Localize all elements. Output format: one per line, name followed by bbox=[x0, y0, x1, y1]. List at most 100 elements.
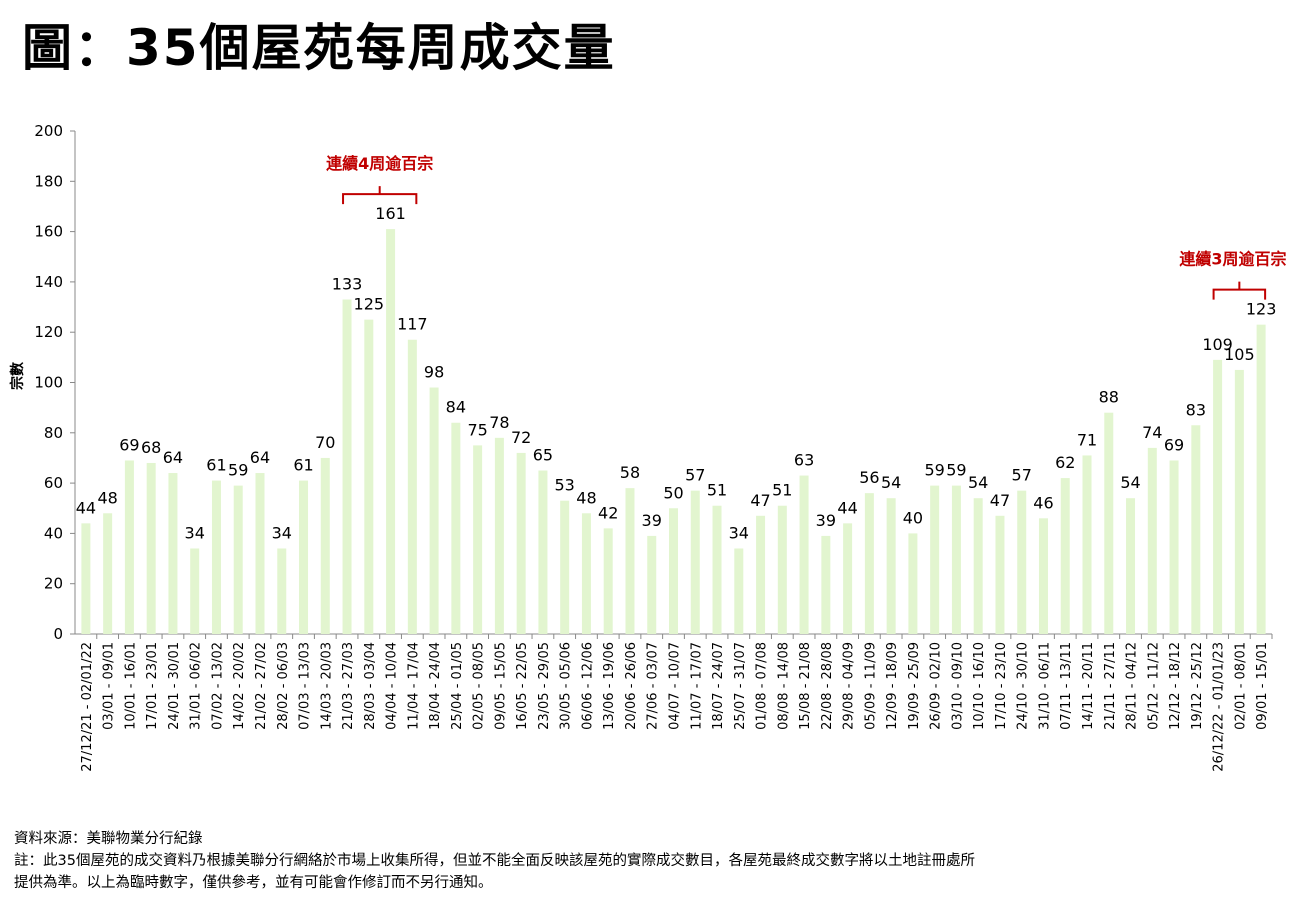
y-tick-label: 180 bbox=[34, 172, 63, 190]
y-tick-label: 60 bbox=[44, 474, 63, 492]
x-tick-label: 14/11 - 20/11 bbox=[1081, 642, 1096, 730]
y-tick-label: 120 bbox=[34, 323, 63, 341]
data-label: 34 bbox=[729, 523, 749, 542]
x-tick-label: 01/08 - 07/08 bbox=[755, 642, 770, 730]
x-tick-label: 16/05 - 22/05 bbox=[515, 642, 530, 730]
data-label: 47 bbox=[990, 491, 1010, 510]
chart-title: 圖：35個屋苑每周成交量 bbox=[22, 19, 616, 77]
bar bbox=[560, 500, 570, 634]
bar bbox=[124, 460, 134, 634]
bar bbox=[821, 535, 831, 634]
bar bbox=[973, 498, 983, 634]
data-label: 44 bbox=[76, 498, 96, 517]
bar bbox=[1147, 447, 1157, 634]
bar bbox=[625, 488, 635, 634]
bar bbox=[516, 452, 526, 634]
x-tick-label: 19/12 - 25/12 bbox=[1190, 642, 1205, 730]
x-tick-label: 13/06 - 19/06 bbox=[602, 642, 617, 730]
x-tick-label: 29/08 - 04/09 bbox=[842, 642, 857, 730]
x-tick-label: 28/11 - 04/12 bbox=[1125, 642, 1140, 730]
data-label: 61 bbox=[206, 456, 226, 475]
data-label: 61 bbox=[293, 456, 313, 475]
bar bbox=[669, 508, 678, 634]
disclaimer-line-1: 註：此35個屋苑的成交資料乃根據美聯分行網絡於市場上收集所得，但並不能全面反映該… bbox=[14, 853, 975, 869]
x-tick-label: 24/01 - 30/01 bbox=[167, 642, 182, 730]
y-tick-label: 0 bbox=[53, 625, 63, 643]
x-tick-label: 27/06 - 03/07 bbox=[646, 642, 661, 730]
bar bbox=[756, 515, 766, 634]
bar bbox=[799, 475, 809, 634]
bar bbox=[690, 490, 700, 634]
x-tick-label: 17/10 - 23/10 bbox=[994, 642, 1009, 730]
x-tick-label: 22/08 - 28/08 bbox=[820, 642, 835, 730]
data-label: 109 bbox=[1202, 335, 1233, 354]
bar bbox=[908, 533, 918, 634]
x-tick-label: 04/04 - 10/04 bbox=[385, 642, 400, 730]
x-tick-label: 30/05 - 05/06 bbox=[559, 642, 574, 730]
data-label: 98 bbox=[424, 363, 444, 382]
x-tick-label: 28/02 - 06/03 bbox=[276, 642, 291, 730]
bar bbox=[299, 480, 309, 634]
footnotes: 資料來源：美聯物業分行紀錄 註：此35個屋苑的成交資料乃根據美聯分行網絡於市場上… bbox=[14, 828, 1304, 894]
data-label: 123 bbox=[1246, 300, 1277, 319]
data-label: 133 bbox=[332, 275, 363, 294]
bar bbox=[581, 513, 591, 634]
x-tick-label: 02/05 - 08/05 bbox=[472, 642, 487, 730]
bar bbox=[843, 523, 853, 634]
bar bbox=[995, 515, 1005, 634]
x-tick-label: 03/01 - 09/01 bbox=[102, 642, 117, 730]
x-tick-label: 18/04 - 24/04 bbox=[428, 642, 443, 730]
x-tick-label: 12/12 - 18/12 bbox=[1168, 642, 1183, 730]
x-tick-label: 11/04 - 17/04 bbox=[406, 642, 421, 730]
data-label: 56 bbox=[859, 468, 879, 487]
x-tick-label: 28/03 - 03/04 bbox=[363, 642, 378, 730]
x-tick-label: 26/12/22 - 01/01/23 bbox=[1212, 642, 1227, 772]
data-label: 39 bbox=[816, 511, 836, 530]
x-tick-label: 07/03 - 13/03 bbox=[298, 642, 313, 730]
bar bbox=[81, 523, 91, 634]
y-tick-label: 20 bbox=[44, 575, 63, 593]
data-label: 75 bbox=[467, 420, 487, 439]
data-label: 88 bbox=[1099, 388, 1119, 407]
bar bbox=[494, 437, 504, 634]
data-label: 59 bbox=[946, 461, 966, 480]
bar bbox=[255, 473, 265, 634]
data-label: 117 bbox=[397, 315, 428, 334]
x-tick-label: 31/10 - 06/11 bbox=[1037, 642, 1052, 730]
data-label: 69 bbox=[1164, 435, 1184, 454]
bar bbox=[777, 505, 787, 634]
x-tick-label: 26/09 - 02/10 bbox=[929, 642, 944, 730]
bar bbox=[233, 485, 243, 634]
data-label: 64 bbox=[163, 448, 183, 467]
y-axis-label: 宗數 bbox=[9, 362, 26, 390]
y-tick-label: 40 bbox=[44, 524, 63, 542]
bar bbox=[190, 548, 200, 634]
bar bbox=[211, 480, 221, 634]
data-label: 51 bbox=[772, 481, 792, 500]
x-tick-label: 10/01 - 16/01 bbox=[123, 642, 138, 730]
annotation-bracket bbox=[342, 186, 418, 205]
data-label: 84 bbox=[446, 398, 466, 417]
bar bbox=[1213, 359, 1223, 634]
data-label: 64 bbox=[250, 448, 270, 467]
data-label: 51 bbox=[707, 481, 727, 500]
bar bbox=[1017, 490, 1027, 634]
data-label: 53 bbox=[555, 476, 575, 495]
y-tick-label: 200 bbox=[34, 122, 63, 140]
data-label: 50 bbox=[663, 483, 683, 502]
x-tick-label: 09/05 - 15/05 bbox=[493, 642, 508, 730]
disclaimer-line-2: 提供為準。以上為臨時數字，僅供參考，並有可能會作修訂而不另行通知。 bbox=[14, 875, 493, 891]
bar bbox=[538, 470, 548, 634]
bar bbox=[930, 485, 940, 634]
bar-chart: 0 20 40 60 80 100 120 140 160 180 200 宗數 44 27/12/21 … bbox=[9, 122, 1287, 772]
data-label: 39 bbox=[642, 511, 662, 530]
x-tick-label: 04/07 - 10/07 bbox=[668, 642, 683, 730]
y-tick-label: 80 bbox=[44, 424, 63, 442]
annotation-bracket bbox=[1212, 281, 1267, 300]
bar bbox=[407, 339, 417, 634]
x-tick-label: 11/07 - 17/07 bbox=[689, 642, 704, 730]
bar bbox=[168, 473, 178, 634]
data-label: 58 bbox=[620, 463, 640, 482]
x-tick-label: 09/01 - 15/01 bbox=[1255, 642, 1270, 730]
bar bbox=[103, 513, 113, 634]
